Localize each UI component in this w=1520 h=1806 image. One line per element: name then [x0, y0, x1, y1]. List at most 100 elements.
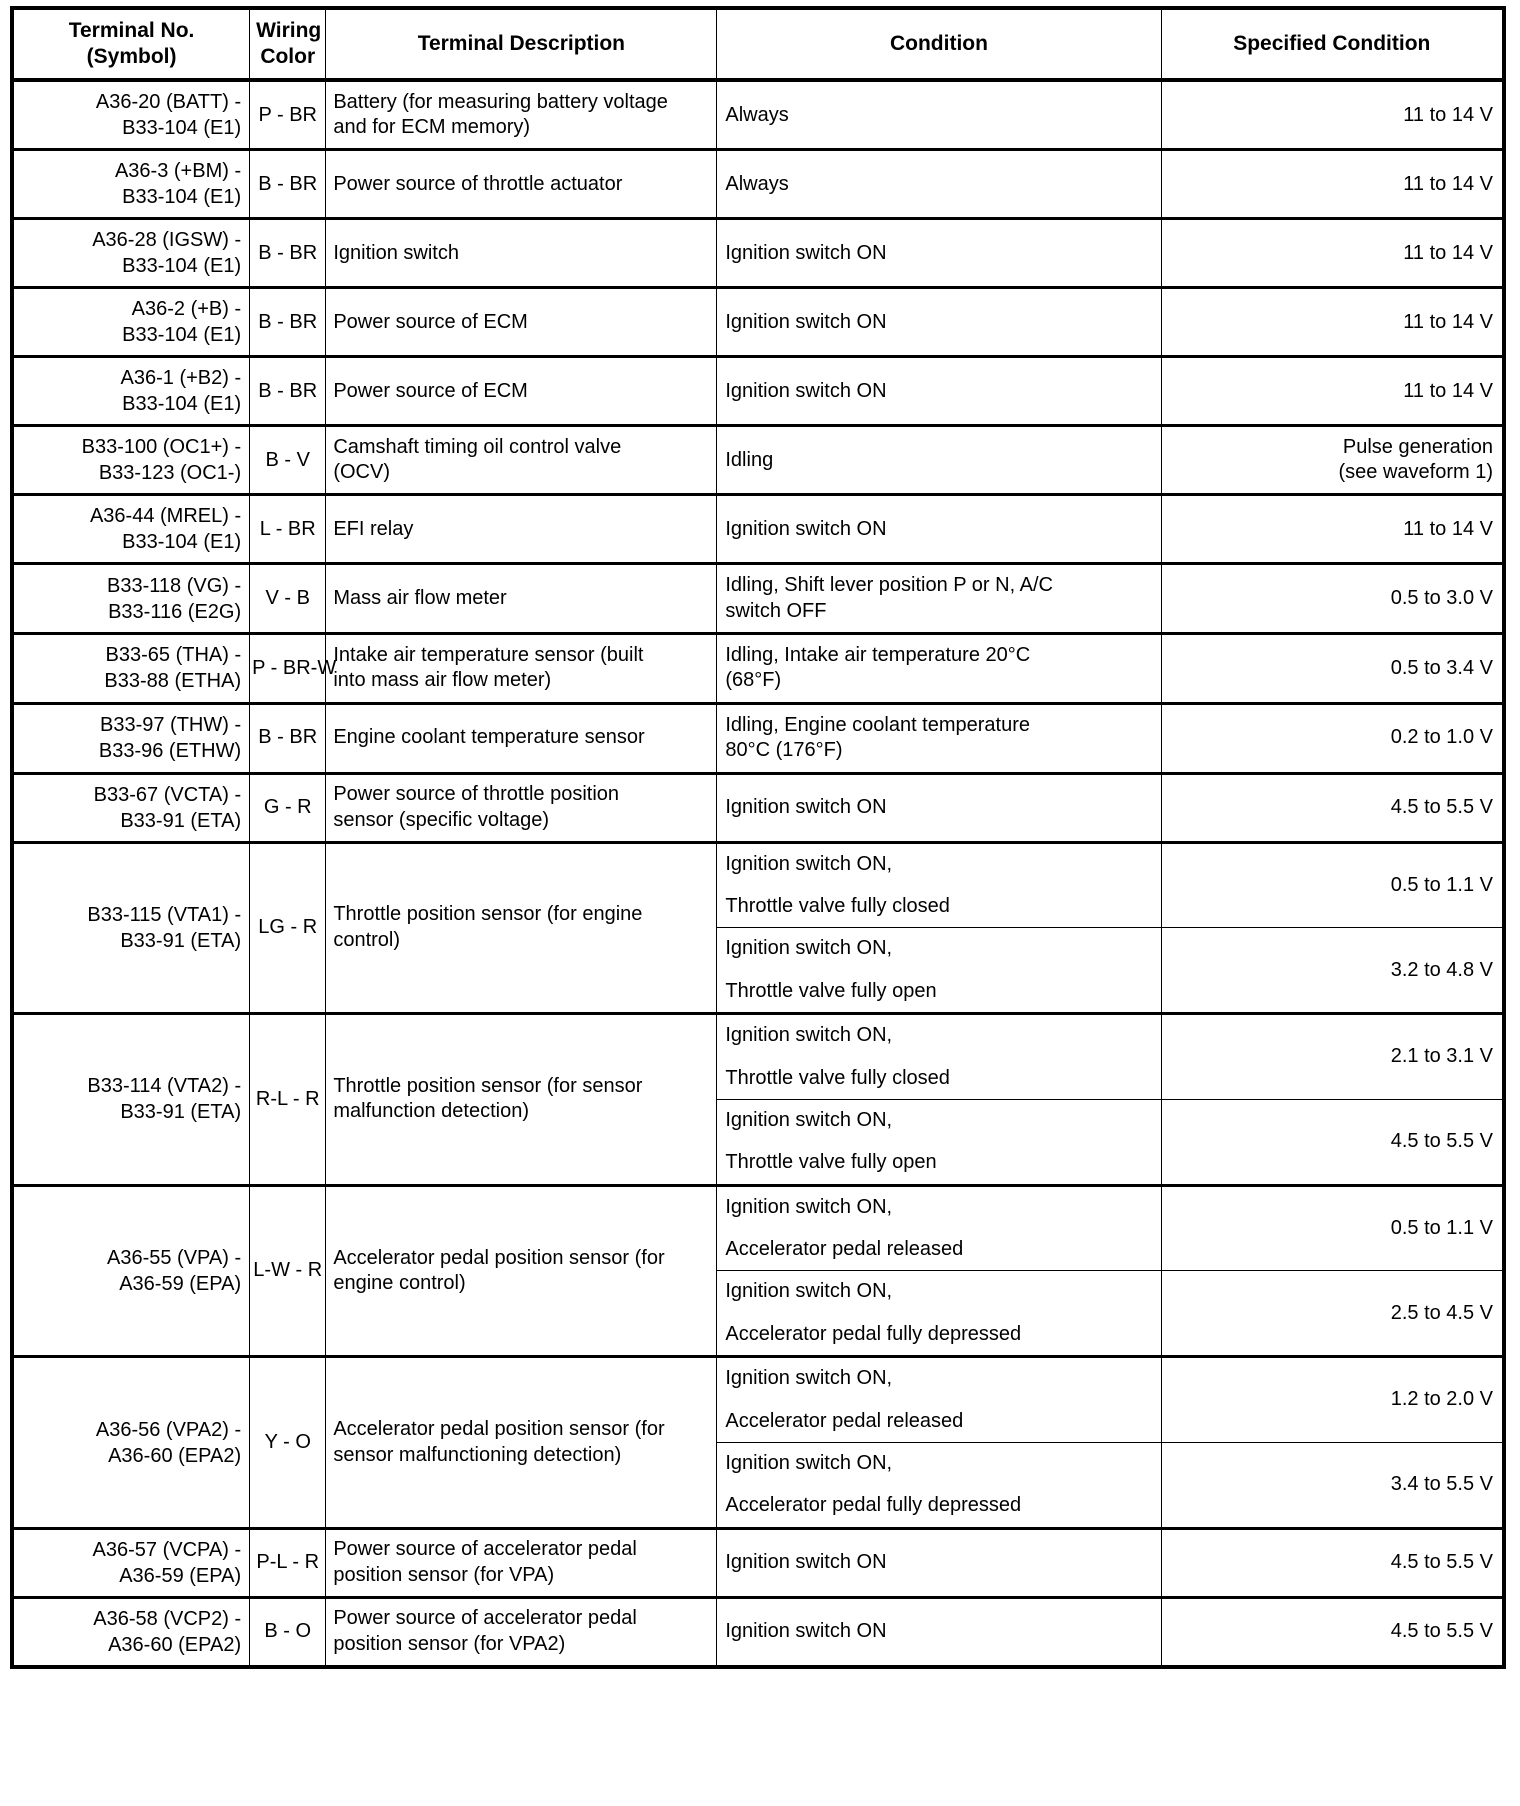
cell-condition: Ignition switch ON, Accelerator pedal rel…: [716, 1183, 1162, 1272]
terminal-no-line: B33-96 (ETHW): [98, 740, 242, 763]
condition-line: Idling, Engine coolant temperature: [725, 713, 1031, 736]
cell-wiring-color: G - R: [249, 771, 327, 843]
column-header-terminal-description: Terminal Description: [325, 7, 718, 83]
condition-line: Ignition switch ON: [725, 241, 887, 264]
terminal-description-line: Battery (for measuring battery voltage: [333, 90, 668, 113]
cell-wiring-color: V - B: [249, 562, 327, 634]
cell-terminal-description: Intake air temperature sensor (built into…: [325, 632, 718, 704]
cell-condition: Idling, Shift lever position P or N, A/C…: [716, 562, 1162, 634]
cell-terminal-description: Power source of ECM: [325, 286, 718, 358]
condition-line: Idling, Intake air temperature 20°C: [725, 644, 1031, 666]
terminal-no-line: A36-3 (+BM) -: [114, 160, 242, 183]
cell-specified-condition: 11 to 14 V: [1160, 79, 1505, 151]
terminal-description-line: into mass air flow meter): [333, 669, 552, 692]
cell-wiring-color: B - BR: [249, 355, 327, 427]
terminal-no-line: B33-97 (THW) -: [100, 714, 242, 737]
terminal-no-line: B33-91 (ETA): [120, 809, 242, 832]
condition-line: Ignition switch ON: [725, 1620, 887, 1643]
cell-specified-condition: 0.5 to 1.1 V: [1160, 840, 1505, 929]
condition-line: Throttle valve fully open: [725, 979, 937, 1002]
cell-condition: Always: [716, 79, 1162, 151]
cell-condition: Ignition switch ON: [716, 1595, 1162, 1668]
cell-condition: Idling: [716, 424, 1162, 496]
terminal-description-line: Power source of accelerator pedal: [333, 1607, 637, 1630]
cell-terminal-description: Ignition switch: [325, 217, 718, 289]
cell-terminal-description: Power source of throttle actuator: [325, 148, 718, 220]
specified-condition-line: Pulse generation: [1342, 435, 1493, 458]
cell-terminal-description: Power source of accelerator pedal positio…: [325, 1595, 718, 1668]
condition-line: Ignition switch ON,: [725, 1195, 893, 1218]
condition-line: Ignition switch ON,: [725, 937, 893, 960]
terminal-no-line: B33-115 (VTA1) -: [87, 903, 242, 926]
cell-terminal-no: A36-57 (VCPA) - A36-59 (EPA): [11, 1526, 251, 1598]
terminal-no-line: A36-28 (IGSW) -: [92, 229, 242, 252]
cell-wiring-color: B - BR: [249, 286, 327, 358]
column-header-wiring-color: Wiring Color: [249, 7, 327, 83]
cell-wiring-color: P - BR: [249, 79, 327, 151]
cell-terminal-no: A36-44 (MREL) - B33-104 (E1): [11, 493, 251, 565]
table-row: A36-44 (MREL) - B33-104 (E1) L - BR EFI rel…: [11, 493, 1505, 565]
table-row: A36-2 (+B) - B33-104 (E1) B - BR Power sour…: [11, 286, 1505, 358]
condition-line: Accelerator pedal released: [725, 1238, 964, 1261]
cell-specified-condition: 3.2 to 4.8 V: [1160, 927, 1505, 1015]
cell-specified-condition: 3.4 to 5.5 V: [1160, 1442, 1505, 1529]
cell-condition: Ignition switch ON, Accelerator pedal ful…: [716, 1270, 1162, 1358]
table-row: Ignition switch ON, Accelerator pedal ful…: [12, 1442, 1505, 1529]
terminal-no-line: B33-88 (ETHA): [104, 670, 242, 693]
cell-specified-condition: 2.5 to 4.5 V: [1160, 1270, 1505, 1358]
condition-line: 80°C (176°F): [725, 739, 843, 762]
cell-specified-condition: 0.2 to 1.0 V: [1160, 701, 1505, 774]
terminal-no-line: B33-91 (ETA): [120, 929, 242, 952]
table-row: B33-114 (VTA2) - B33-91 (ETA) R-L - R Throt…: [11, 1012, 1505, 1186]
cell-terminal-description: Power source of accelerator pedal positio…: [325, 1526, 718, 1598]
condition-line: Ignition switch ON: [725, 795, 887, 818]
cell-terminal-no: A36-28 (IGSW) - B33-104 (E1): [11, 217, 251, 289]
terminal-description-line: Accelerator pedal position sensor (for: [333, 1246, 665, 1269]
table-row: B33-67 (VCTA) - B33-91 (ETA) G - R Power so…: [11, 771, 1505, 843]
terminal-description-line: Intake air temperature sensor (built: [333, 644, 644, 666]
cell-terminal-no: A36-56 (VPA2) - A36-60 (EPA2): [11, 1355, 251, 1529]
condition-line: Ignition switch ON: [725, 517, 887, 540]
cell-wiring-color: B - V: [249, 424, 327, 496]
cell-terminal-description: Mass air flow meter: [325, 562, 718, 634]
cell-terminal-description: Accelerator pedal position sensor (for en…: [325, 1183, 718, 1358]
cell-condition: Ignition switch ON: [716, 286, 1162, 358]
table-row: A36-57 (VCPA) - A36-59 (EPA) P-L - R Power …: [11, 1526, 1505, 1598]
cell-wiring-color: B - BR: [249, 148, 327, 220]
condition-line: Idling, Shift lever position P or N, A/C: [725, 574, 1053, 597]
terminal-no-line: B33-67 (VCTA) -: [93, 783, 242, 806]
condition-line: Ignition switch ON,: [725, 852, 893, 875]
cell-specified-condition: 0.5 to 3.4 V: [1160, 632, 1505, 704]
terminal-no-line: B33-104 (E1): [122, 393, 242, 416]
terminal-description-line: position sensor (for VPA): [333, 1563, 555, 1586]
column-header-condition: Condition: [716, 7, 1162, 83]
terminal-no-line: B33-91 (ETA): [120, 1101, 242, 1124]
terminal-no-line: B33-104 (E1): [122, 117, 242, 140]
table-row: A36-28 (IGSW) - B33-104 (E1) B - BR Ignitio…: [11, 217, 1505, 289]
cell-condition: Ignition switch ON, Accelerator pedal ful…: [716, 1442, 1162, 1529]
terminal-no-line: A36-2 (+B) -: [131, 298, 242, 321]
cell-terminal-no: A36-55 (VPA) - A36-59 (EPA): [11, 1183, 251, 1358]
cell-condition: Idling, Engine coolant temperature 80°C (…: [716, 701, 1162, 774]
terminal-no-line: A36-59 (EPA): [119, 1272, 242, 1295]
table-row: A36-1 (+B2) - B33-104 (E1) B - BR Power sou…: [11, 355, 1505, 427]
cell-specified-condition: 4.5 to 5.5 V: [1160, 1098, 1505, 1186]
cell-terminal-no: A36-2 (+B) - B33-104 (E1): [11, 286, 251, 358]
table-row: Ignition switch ON, Throttle valve fully …: [12, 1098, 1505, 1186]
condition-line: Idling: [725, 448, 774, 471]
cell-condition: Ignition switch ON: [716, 355, 1162, 427]
condition-line: Always: [725, 172, 789, 195]
column-header-wiring-color-line2: Color: [260, 44, 316, 68]
cell-specified-condition: 11 to 14 V: [1160, 493, 1505, 565]
terminal-description-line: Engine coolant temperature sensor: [333, 726, 645, 749]
cell-specified-condition: 11 to 14 V: [1160, 286, 1505, 358]
terminal-no-line: A36-57 (VCPA) -: [92, 1538, 242, 1561]
condition-line: Ignition switch ON,: [725, 1108, 893, 1131]
terminal-description-line: control): [333, 928, 401, 951]
terminal-description-line: Throttle position sensor (for sensor: [333, 1075, 643, 1098]
cell-condition: Ignition switch ON: [716, 493, 1162, 565]
terminal-description-line: Ignition switch: [333, 241, 459, 264]
table-header: Terminal No. (Symbol) Wiring Color Termi…: [11, 7, 1505, 83]
condition-line: Accelerator pedal released: [725, 1409, 964, 1432]
cell-terminal-description: Power source of ECM: [325, 355, 718, 427]
